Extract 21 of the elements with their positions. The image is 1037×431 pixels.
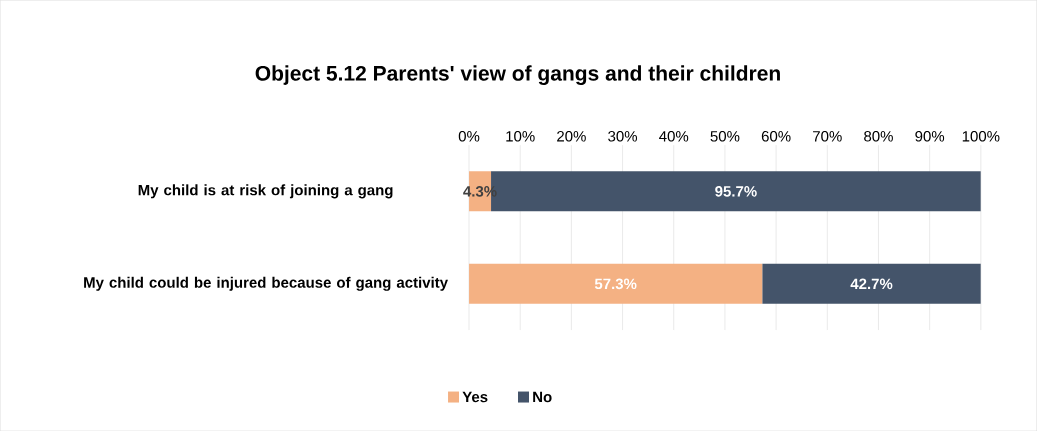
- x-tick-label: 0%: [458, 130, 480, 142]
- x-tick-label: 10%: [506, 130, 535, 142]
- data-label: 57.3%: [594, 278, 637, 290]
- chart-title: Object 5.12 Parents' view of gangs and their children: [255, 65, 780, 85]
- x-tick-label: 20%: [557, 130, 586, 142]
- x-tick-label: 30%: [608, 130, 638, 142]
- x-tick-label: 80%: [864, 130, 893, 142]
- legend-label: Yes: [462, 391, 488, 403]
- x-tick-label: 40%: [659, 130, 689, 142]
- x-tick-label: 70%: [813, 130, 842, 142]
- bar: [762, 263, 981, 304]
- y-tick-label: My child is at risk of joining a gang: [138, 184, 393, 199]
- x-tick-label: 90%: [915, 130, 945, 142]
- x-tick-label: 50%: [710, 130, 740, 142]
- bar: [469, 263, 763, 304]
- y-tick-label: My child could be injured because of gang activity: [84, 276, 448, 291]
- x-tick-label: 60%: [761, 130, 791, 142]
- legend-label: No: [533, 391, 552, 403]
- data-label: 95.7%: [715, 185, 757, 197]
- data-label: 42.7%: [850, 278, 893, 290]
- x-tick-label: 100%: [962, 130, 1000, 142]
